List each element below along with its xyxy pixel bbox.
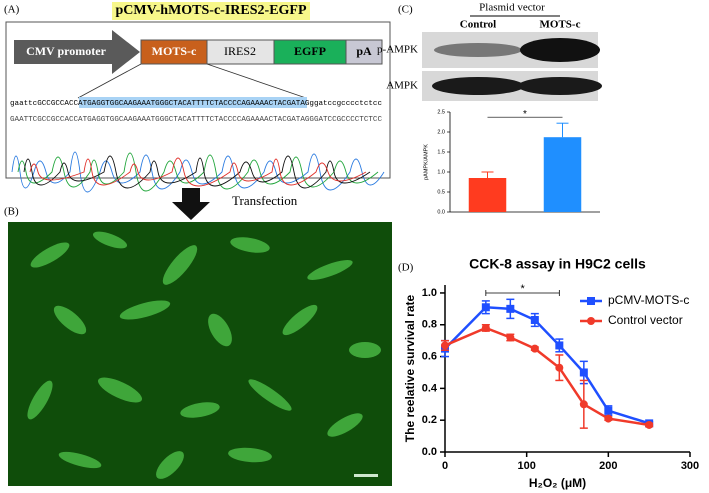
y-tick-label: 0.4 <box>422 382 438 394</box>
construct-title: pCMV-hMOTS-c-IRES2-EGFP <box>115 3 307 18</box>
construct-part: IRES2 <box>224 44 256 58</box>
trace <box>23 155 371 189</box>
marker <box>555 341 564 350</box>
band <box>434 43 522 57</box>
lane-label: MOTS-c <box>540 19 581 31</box>
band <box>520 38 600 62</box>
y-tick-label: 0.6 <box>422 350 437 362</box>
y-tick-label: 0.8 <box>422 319 437 331</box>
trace <box>29 157 367 187</box>
annotation: * <box>520 283 525 295</box>
band <box>432 77 524 95</box>
trace <box>17 152 379 192</box>
zoom-line <box>77 63 142 99</box>
annotation: * <box>523 109 527 120</box>
cmv-arrow <box>14 30 140 74</box>
y-tick-label: 0.5 <box>437 189 445 195</box>
marker <box>506 304 515 313</box>
x-tick-label: 100 <box>517 460 535 472</box>
x-axis-label: H₂O₂ (μM) <box>529 476 586 490</box>
scale-bar <box>354 474 378 477</box>
y-axis-label: pAMPK/AMPK <box>423 144 429 180</box>
seq-part: ggatccgcccctctcc <box>309 100 382 108</box>
y-tick-label: 1.0 <box>422 287 437 299</box>
y-tick-label: 0.2 <box>422 414 437 426</box>
construct-part: CMV promoter <box>26 44 107 58</box>
x-tick-label: 300 <box>681 460 699 472</box>
egfp-box <box>273 39 347 65</box>
legend-label: pCMV-MOTS-c <box>608 293 689 307</box>
cells <box>27 231 381 479</box>
blot-label: AMPK <box>386 80 418 92</box>
legend-label: Control vector <box>608 313 683 327</box>
marker <box>555 363 564 372</box>
zoom-line <box>206 63 307 99</box>
marker <box>481 323 490 332</box>
panel-label: (C) <box>398 4 413 16</box>
fluorescence-image <box>8 222 392 486</box>
marker <box>604 414 613 423</box>
marker <box>506 333 515 342</box>
y-axis-label: The reelative survival rate <box>403 294 417 442</box>
construct-part: MOTS-c <box>152 44 197 58</box>
marker <box>530 315 539 324</box>
panel-label: (D) <box>398 262 414 274</box>
bar <box>543 137 582 212</box>
y-tick-label: 0.0 <box>422 446 437 458</box>
x-tick-label: 0 <box>442 460 448 472</box>
panel-label: (B) <box>4 206 19 218</box>
chromatogram <box>11 151 385 193</box>
marker <box>579 368 588 377</box>
blot-label: p-AMPK <box>377 44 418 56</box>
sequence: gaattcGCCGCCACC ATGAGGTGGCAAGAAATGGGCTACA… <box>10 100 382 108</box>
lane-label: Control <box>460 19 496 31</box>
ires-box <box>206 39 275 65</box>
y-tick-label: 2.0 <box>437 129 445 135</box>
marker <box>579 400 588 409</box>
y-tick-label: 1.0 <box>437 169 445 175</box>
marker <box>481 303 490 312</box>
blot-header: Plasmid vector <box>479 2 545 14</box>
seq-part: ATGAGGTGGCAAGAAATGGGCTACATTTTCTACCCCAGAA… <box>78 100 309 108</box>
transfection-arrow <box>172 188 210 220</box>
seq-highlight <box>79 97 307 108</box>
title-highlight <box>112 2 310 20</box>
y-tick-label: 1.5 <box>437 149 445 155</box>
marker <box>604 406 613 415</box>
band <box>518 77 602 95</box>
series-line <box>444 326 650 427</box>
marker <box>441 341 449 350</box>
marker <box>530 344 539 353</box>
series-line <box>444 305 650 425</box>
chart-title: CCK-8 assay in H9C2 cells <box>469 256 646 272</box>
seq-part: gaattcGCCGCCACC <box>10 100 79 108</box>
construct-part: EGFP <box>294 44 326 58</box>
x-tick-label: 200 <box>599 460 617 472</box>
pa-box <box>345 39 383 65</box>
y-tick-label: 2.5 <box>437 109 445 115</box>
bar <box>468 178 507 212</box>
arrow-label: Transfection <box>232 193 298 208</box>
marker <box>645 420 654 429</box>
panel-label: (A) <box>4 4 20 16</box>
sequence-read: GAATTCGCCGCCACCATGAGGTGGCAAGAAATGGGCTACA… <box>10 116 383 124</box>
legend-marker <box>587 297 595 305</box>
construct-part: pA <box>356 44 372 58</box>
legend-marker <box>587 317 595 325</box>
y-tick-label: 0.0 <box>437 209 445 215</box>
